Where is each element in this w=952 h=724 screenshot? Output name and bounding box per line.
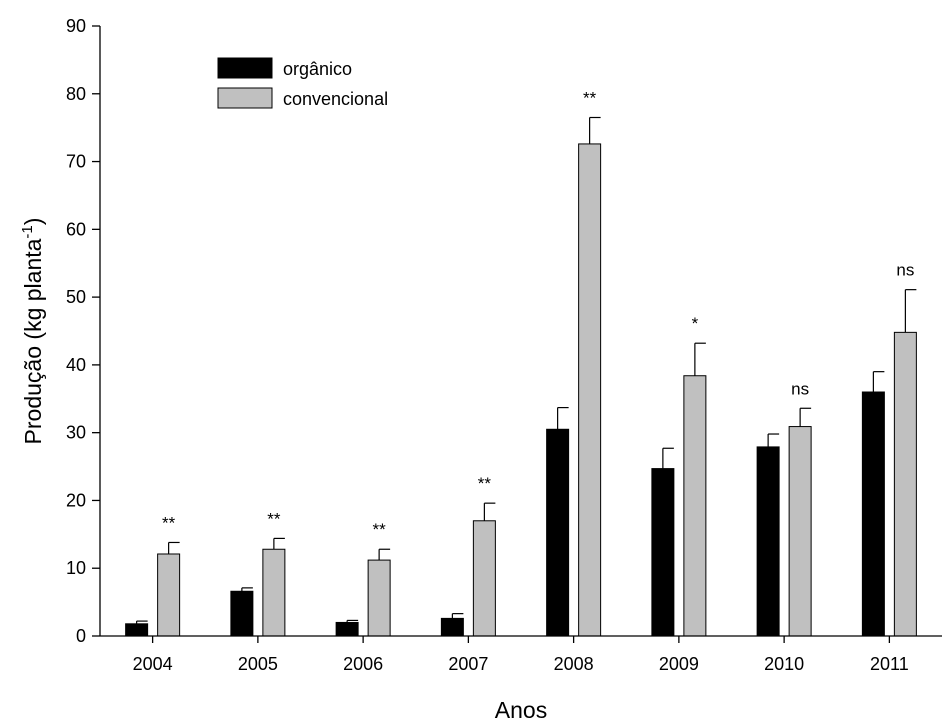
y-axis-title-main: Produção (kg planta	[20, 238, 46, 444]
y-tick-label: 90	[66, 16, 86, 36]
x-tick-label-2010: 2010	[764, 654, 804, 674]
bar-organico-2004	[125, 623, 149, 637]
y-tick-label: 10	[66, 558, 86, 578]
bar-convencional-2006	[367, 559, 391, 637]
y-tick-label: 20	[66, 490, 86, 510]
y-tick-label: 50	[66, 287, 86, 307]
significance-label-2004: **	[162, 513, 176, 532]
y-tick-label: 30	[66, 423, 86, 443]
bar-organico-2010	[756, 446, 780, 637]
x-tick-label-2009: 2009	[659, 654, 699, 674]
significance-label-2010: ns	[791, 379, 809, 398]
bar-convencional-2010	[788, 426, 812, 637]
y-axis-ticks: 0 10 20 30 40 50 60 70 80 90	[66, 16, 100, 646]
significance-label-2005: **	[267, 509, 281, 528]
x-axis-title: Anos	[495, 697, 547, 723]
bar-organico-2006	[335, 621, 359, 637]
y-tick-label: 80	[66, 84, 86, 104]
significance-label-2008: **	[583, 89, 597, 108]
y-tick-label: 70	[66, 152, 86, 172]
y-tick-label: 60	[66, 219, 86, 239]
bar-convencional-2009	[683, 375, 707, 637]
bar-convencional-2005	[262, 548, 286, 637]
bar-convencional-2004	[157, 553, 181, 637]
x-tick-label-2004: 2004	[133, 654, 173, 674]
y-axis-title: Produção (kg planta-1)	[19, 218, 46, 445]
bar-convencional-2007	[472, 520, 496, 637]
legend-swatch-convencional	[217, 87, 273, 109]
x-tick-label-2006: 2006	[343, 654, 383, 674]
bar-organico-2005	[230, 590, 254, 637]
y-axis-title-superscript: -1	[19, 225, 36, 238]
bars	[125, 143, 917, 637]
bar-organico-2008	[546, 428, 570, 637]
x-axis-ticks: 2004 2005 2006 2007 2008 2009 2010 2011	[133, 636, 909, 674]
error-bars	[136, 116, 917, 624]
legend: orgânico convencional	[217, 57, 388, 109]
y-axis-title-close: )	[20, 218, 46, 226]
legend-label-organico: orgânico	[283, 59, 352, 79]
bar-organico-2009	[651, 468, 675, 637]
x-tick-label-2007: 2007	[448, 654, 488, 674]
bar-organico-2007	[440, 617, 464, 637]
bar-convencional-2011	[893, 331, 917, 637]
x-tick-label-2011: 2011	[870, 654, 909, 674]
y-tick-label: 0	[76, 626, 86, 646]
significance-label-2011: ns	[896, 261, 914, 280]
significance-label-2007: **	[478, 474, 492, 493]
significance-label-2009: *	[692, 314, 699, 333]
legend-swatch-organico	[217, 57, 273, 79]
significance-label-2006: **	[373, 520, 387, 539]
x-tick-label-2005: 2005	[238, 654, 278, 674]
bar-convencional-2008	[578, 143, 602, 637]
legend-label-convencional: convencional	[283, 89, 388, 109]
x-tick-label-2008: 2008	[554, 654, 594, 674]
y-tick-label: 40	[66, 355, 86, 375]
bar-organico-2011	[861, 391, 885, 637]
